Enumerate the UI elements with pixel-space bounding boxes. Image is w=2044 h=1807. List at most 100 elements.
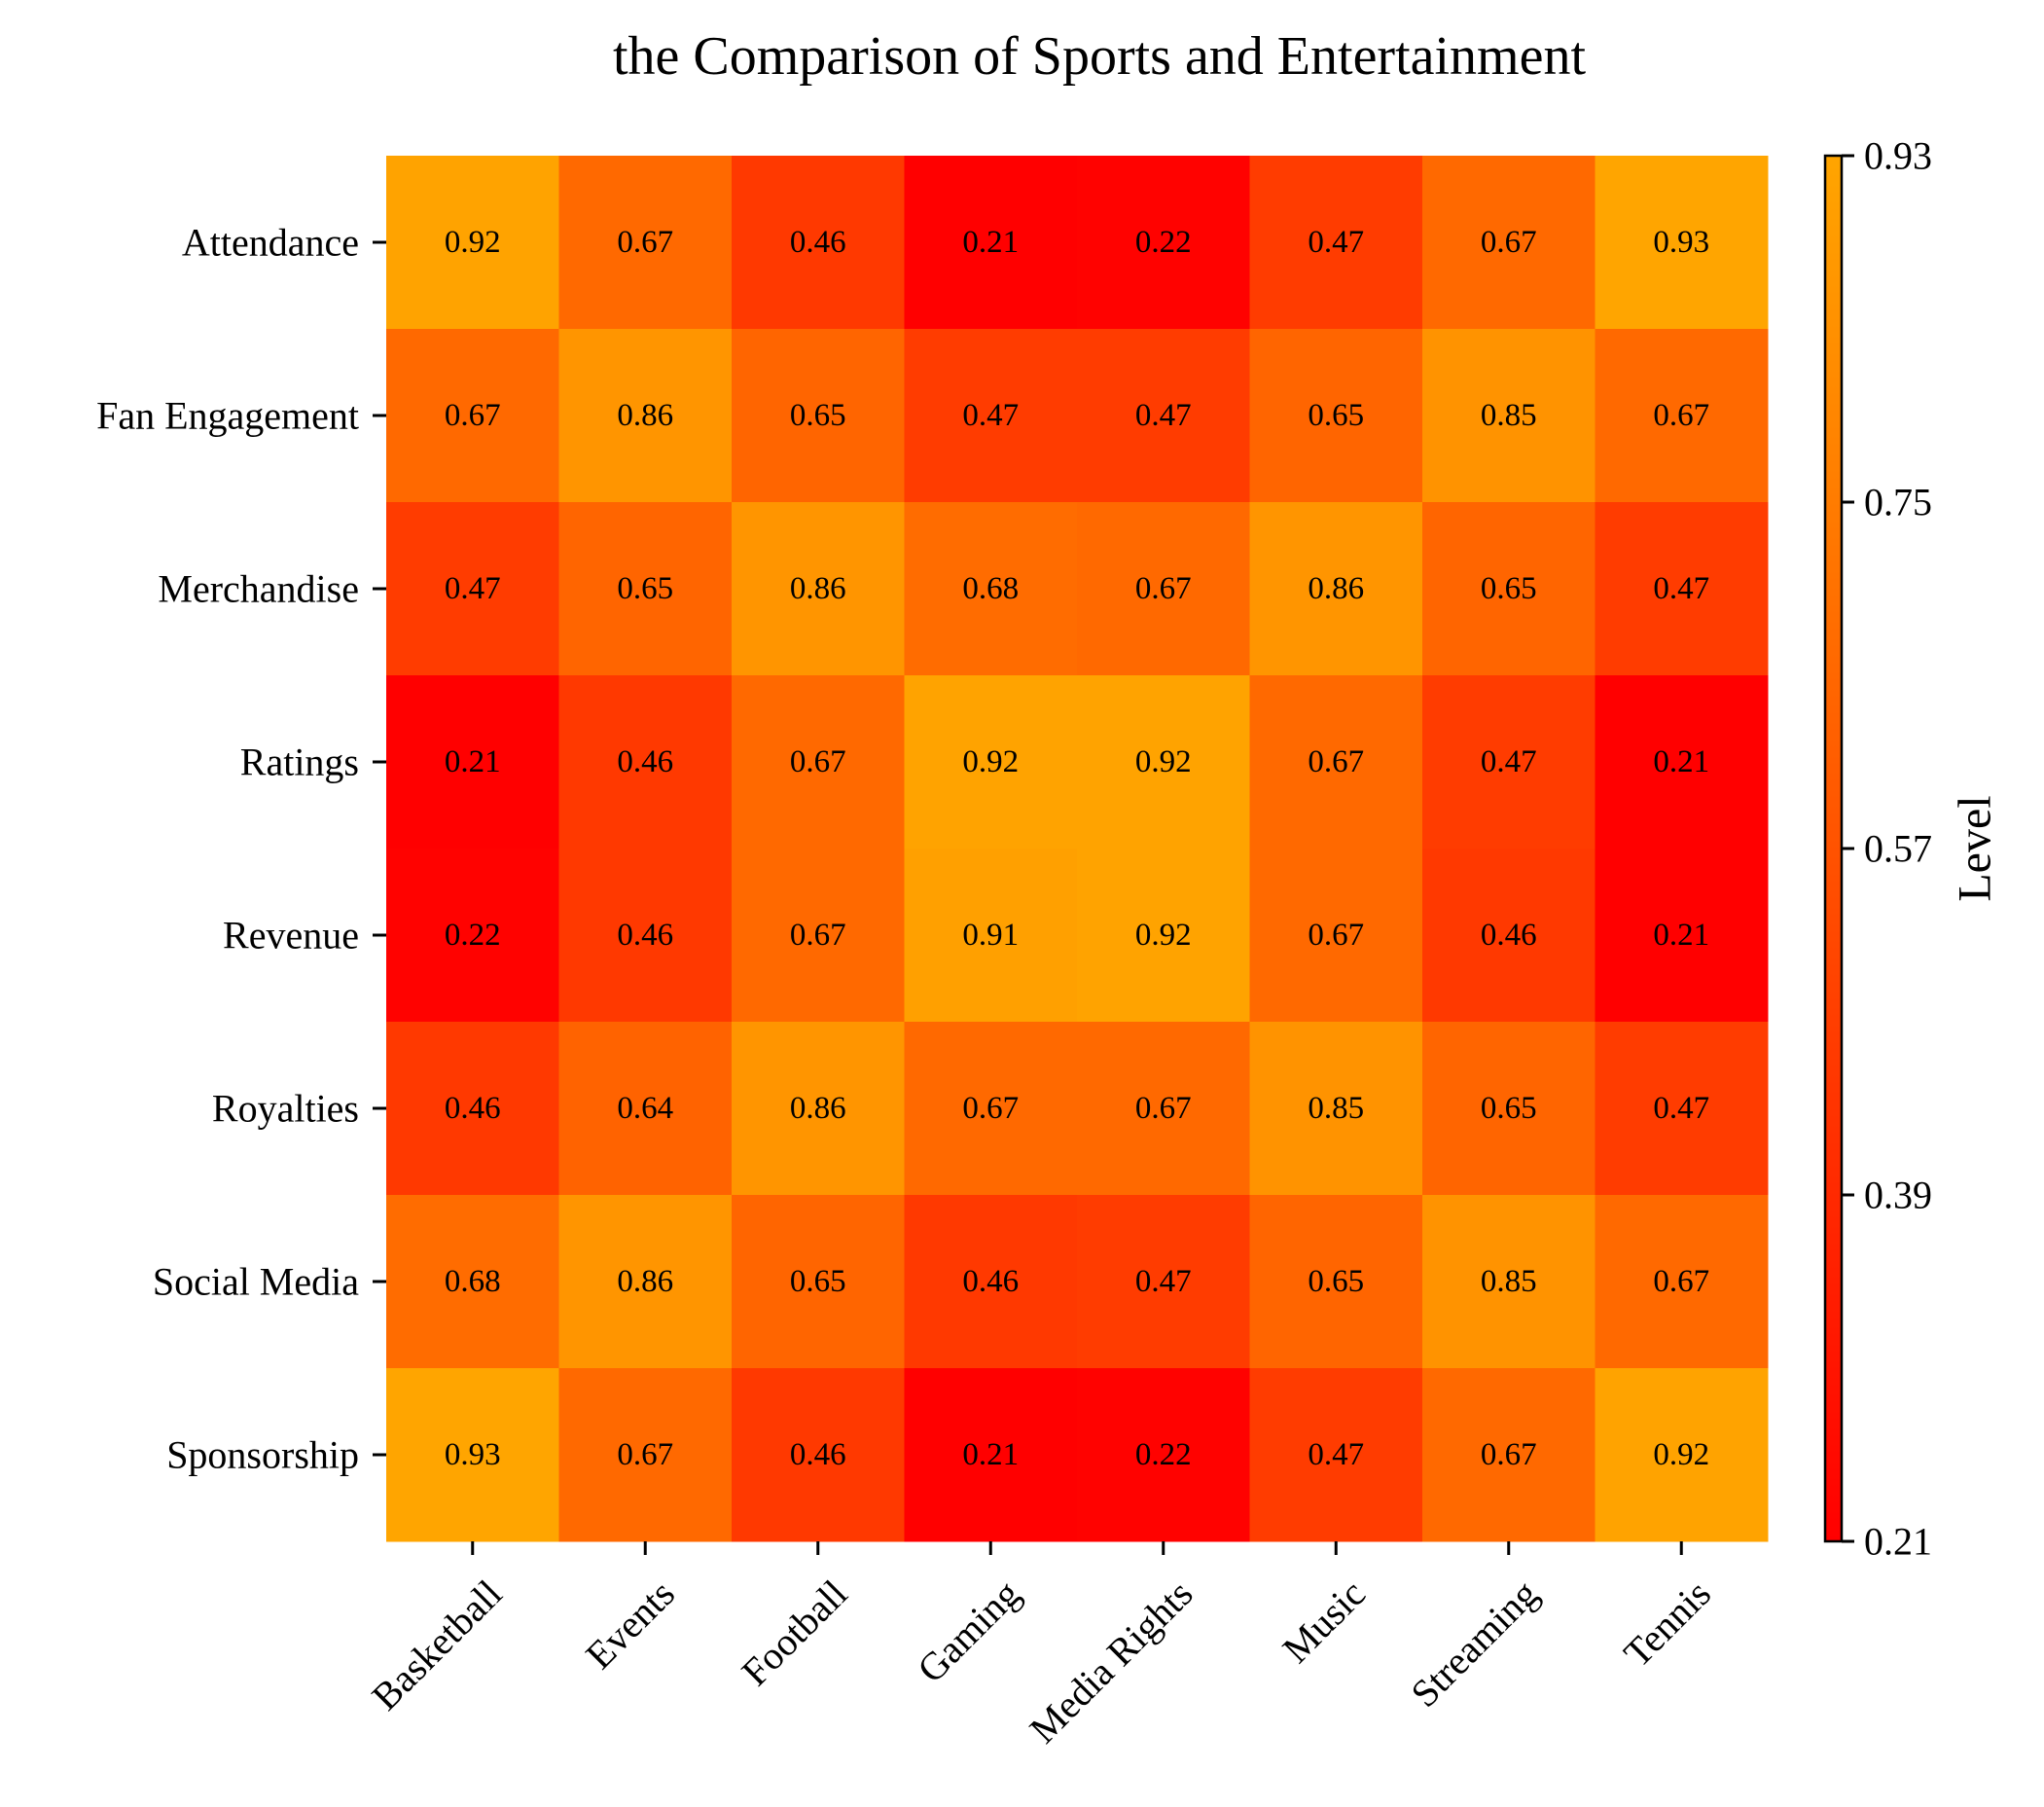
cell-value-label: 0.93 xyxy=(445,1437,501,1472)
cell-value-label: 0.67 xyxy=(1481,225,1537,260)
heatmap-cell xyxy=(1595,1022,1769,1196)
x-tick-label: Gaming xyxy=(909,1572,1028,1691)
cell-value-label: 0.46 xyxy=(962,1264,1019,1299)
heatmap-cell xyxy=(1595,1368,1769,1542)
heatmap-cell xyxy=(732,675,905,849)
cell-value-label: 0.46 xyxy=(445,1091,501,1126)
heatmap-cell xyxy=(732,1022,905,1196)
y-tick-label: Revenue xyxy=(223,914,359,958)
heatmap-cell xyxy=(904,502,1078,676)
heatmap-cell xyxy=(558,849,733,1023)
y-tick-label: Social Media xyxy=(153,1260,359,1304)
heatmap-cell xyxy=(386,675,559,849)
x-tick-label: Events xyxy=(577,1572,683,1678)
cell-value-label: 0.67 xyxy=(445,398,501,433)
y-tick-label: Fan Engagement xyxy=(96,394,359,438)
cell-value-label: 0.21 xyxy=(962,225,1019,260)
heatmap-cell xyxy=(1077,329,1250,503)
cell-value-label: 0.65 xyxy=(1481,1091,1537,1126)
cell-value-label: 0.67 xyxy=(962,1091,1019,1126)
cell-value-label: 0.85 xyxy=(1308,1091,1364,1126)
cell-value-label: 0.86 xyxy=(617,1264,673,1299)
cell-value-label: 0.65 xyxy=(790,1264,846,1299)
heatmap-cell xyxy=(732,329,905,503)
cell-value-label: 0.47 xyxy=(1135,1264,1192,1299)
heatmap-cell xyxy=(1422,156,1596,330)
cell-value-label: 0.67 xyxy=(617,225,673,260)
cell-value-label: 0.21 xyxy=(445,744,501,779)
cell-value-label: 0.92 xyxy=(1135,744,1192,779)
x-tick-label: Music xyxy=(1273,1572,1374,1672)
heatmap-cell xyxy=(386,329,559,503)
cell-value-label: 0.46 xyxy=(617,918,673,953)
heatmap-cell xyxy=(1249,1195,1423,1369)
cell-value-label: 0.67 xyxy=(617,1437,673,1472)
heatmap-cell xyxy=(904,156,1078,330)
heatmap-cell xyxy=(1249,849,1423,1023)
heatmap-cell xyxy=(1595,156,1769,330)
heatmap-cell xyxy=(558,1368,733,1542)
cell-value-label: 0.86 xyxy=(1308,571,1364,606)
heatmap-cell xyxy=(558,1022,733,1196)
heatmap-cell xyxy=(386,1195,559,1369)
cell-value-label: 0.67 xyxy=(790,918,846,953)
heatmap-cell xyxy=(558,675,733,849)
heatmap-cell xyxy=(1077,1368,1250,1542)
cell-value-label: 0.91 xyxy=(962,918,1019,953)
heatmap-cell xyxy=(1422,849,1596,1023)
cell-value-label: 0.86 xyxy=(790,1091,846,1126)
cell-value-label: 0.92 xyxy=(1653,1437,1709,1472)
heatmap-cell xyxy=(1595,675,1769,849)
heatmap-cell xyxy=(1595,1195,1769,1369)
heatmap-cell xyxy=(1422,1368,1596,1542)
cell-value-label: 0.47 xyxy=(1308,225,1364,260)
cell-value-label: 0.46 xyxy=(790,1437,846,1472)
heatmap-cell xyxy=(1249,1022,1423,1196)
heatmap-cells xyxy=(386,156,1769,1542)
colorbar-tick-label: 0.39 xyxy=(1864,1174,1932,1217)
heatmap-cell xyxy=(732,156,905,330)
heatmap-cell xyxy=(558,1195,733,1369)
cell-value-label: 0.67 xyxy=(1308,744,1364,779)
y-axis: Attendance Fan Engagement Merchandise Ratin… xyxy=(96,221,386,1477)
heatmap-cell xyxy=(732,1368,905,1542)
cell-value-label: 0.68 xyxy=(962,571,1019,606)
heatmap-cell xyxy=(558,156,733,330)
heatmap-cell xyxy=(386,849,559,1023)
cell-value-label: 0.46 xyxy=(617,744,673,779)
cell-value-label: 0.47 xyxy=(1481,744,1537,779)
heatmap-cell xyxy=(904,1368,1078,1542)
x-tick-label: Tennis xyxy=(1615,1572,1719,1676)
cell-value-label: 0.21 xyxy=(1653,918,1709,953)
cell-value-label: 0.85 xyxy=(1481,398,1537,433)
x-tick-label: Football xyxy=(733,1572,855,1694)
heatmap-cell xyxy=(386,156,559,330)
cell-value-label: 0.67 xyxy=(1135,1091,1192,1126)
heatmap-cell xyxy=(1249,502,1423,676)
cell-value-label: 0.22 xyxy=(1135,1437,1192,1472)
heatmap-cell-labels: 0.92 0.67 0.46 0.21 0.22 0.47 0.67 0.93 0.67 0.86… xyxy=(445,225,1709,1472)
heatmap-cell xyxy=(1595,849,1769,1023)
cell-value-label: 0.93 xyxy=(1653,225,1709,260)
heatmap-cell xyxy=(1077,156,1250,330)
cell-value-label: 0.21 xyxy=(1653,744,1709,779)
heatmap-cell xyxy=(732,1195,905,1369)
heatmap-cell xyxy=(904,1195,1078,1369)
colorbar-label: Level xyxy=(1950,795,2001,901)
colorbar-tick-label: 0.57 xyxy=(1864,827,1932,871)
heatmap-cell xyxy=(1422,329,1596,503)
cell-value-label: 0.67 xyxy=(1481,1437,1537,1472)
heatmap-cell xyxy=(904,329,1078,503)
cell-value-label: 0.46 xyxy=(1481,918,1537,953)
heatmap-cell xyxy=(386,502,559,676)
cell-value-label: 0.47 xyxy=(1308,1437,1364,1472)
y-tick-label: Sponsorship xyxy=(166,1433,359,1477)
cell-value-label: 0.65 xyxy=(1308,398,1364,433)
cell-value-label: 0.85 xyxy=(1481,1264,1537,1299)
cell-value-label: 0.67 xyxy=(1308,918,1364,953)
heatmap-cell xyxy=(1422,1195,1596,1369)
cell-value-label: 0.67 xyxy=(1135,571,1192,606)
cell-value-label: 0.47 xyxy=(962,398,1019,433)
